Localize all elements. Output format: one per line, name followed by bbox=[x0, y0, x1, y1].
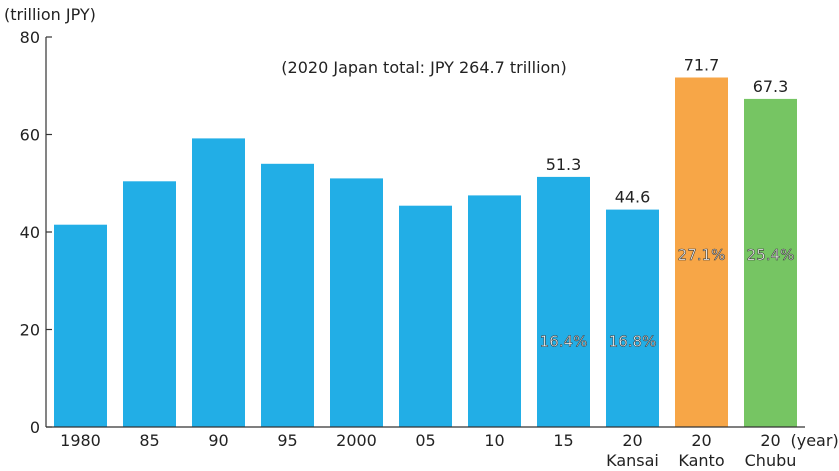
y-tick-label: 20 bbox=[20, 321, 40, 340]
x-tick-sublabel: Kanto bbox=[678, 451, 724, 470]
x-tick-label: 90 bbox=[208, 431, 228, 450]
x-tick-label: 85 bbox=[139, 431, 159, 450]
x-tick-label: 95 bbox=[277, 431, 297, 450]
y-tick-label: 0 bbox=[30, 418, 40, 437]
share-label: 16.4% bbox=[540, 333, 588, 351]
y-axis-unit-label: (trillion JPY) bbox=[4, 5, 96, 24]
x-tick-sublabel: Kansai bbox=[606, 451, 659, 470]
bar-4 bbox=[330, 178, 383, 427]
bar-2 bbox=[192, 138, 245, 427]
chart-note: (2020 Japan total: JPY 264.7 trillion) bbox=[281, 58, 566, 77]
x-tick-label: 15 bbox=[553, 431, 573, 450]
x-tick-label: 20 bbox=[691, 431, 711, 450]
x-tick-label: 10 bbox=[484, 431, 504, 450]
y-tick-label: 80 bbox=[20, 28, 40, 47]
value-label: 44.6 bbox=[615, 188, 651, 207]
x-tick-sublabel: Chubu bbox=[745, 451, 797, 470]
share-label: 25.4% bbox=[747, 246, 795, 264]
x-tick-label: 20 bbox=[760, 431, 780, 450]
bar-5 bbox=[399, 205, 452, 427]
share-label: 27.1% bbox=[678, 246, 726, 264]
bar-7 bbox=[537, 176, 590, 427]
x-axis-year-suffix: (year) bbox=[791, 431, 839, 450]
share-label: 16.8% bbox=[609, 333, 657, 351]
bar-9 bbox=[675, 77, 728, 427]
value-label: 71.7 bbox=[684, 56, 720, 75]
x-tick-label: 05 bbox=[415, 431, 435, 450]
labels-layer: 1980 85 90 95 2000 05 10 1551.316.4%20Kansai44.… bbox=[20, 28, 839, 470]
x-tick-label: 2000 bbox=[336, 431, 377, 450]
value-label: 51.3 bbox=[546, 155, 582, 174]
y-tick-label: 40 bbox=[20, 223, 40, 242]
x-tick-label: 20 bbox=[622, 431, 642, 450]
bar-8 bbox=[606, 209, 659, 427]
bar-6 bbox=[468, 195, 521, 427]
bar-0 bbox=[54, 224, 107, 427]
value-label: 67.3 bbox=[753, 77, 789, 96]
bars-layer bbox=[54, 77, 797, 428]
bar-1 bbox=[123, 181, 176, 427]
x-tick-label: 1980 bbox=[60, 431, 101, 450]
bar-10 bbox=[744, 98, 797, 428]
axis-layer bbox=[45, 36, 805, 428]
bar-3 bbox=[261, 163, 314, 428]
y-tick-label: 60 bbox=[20, 126, 40, 145]
